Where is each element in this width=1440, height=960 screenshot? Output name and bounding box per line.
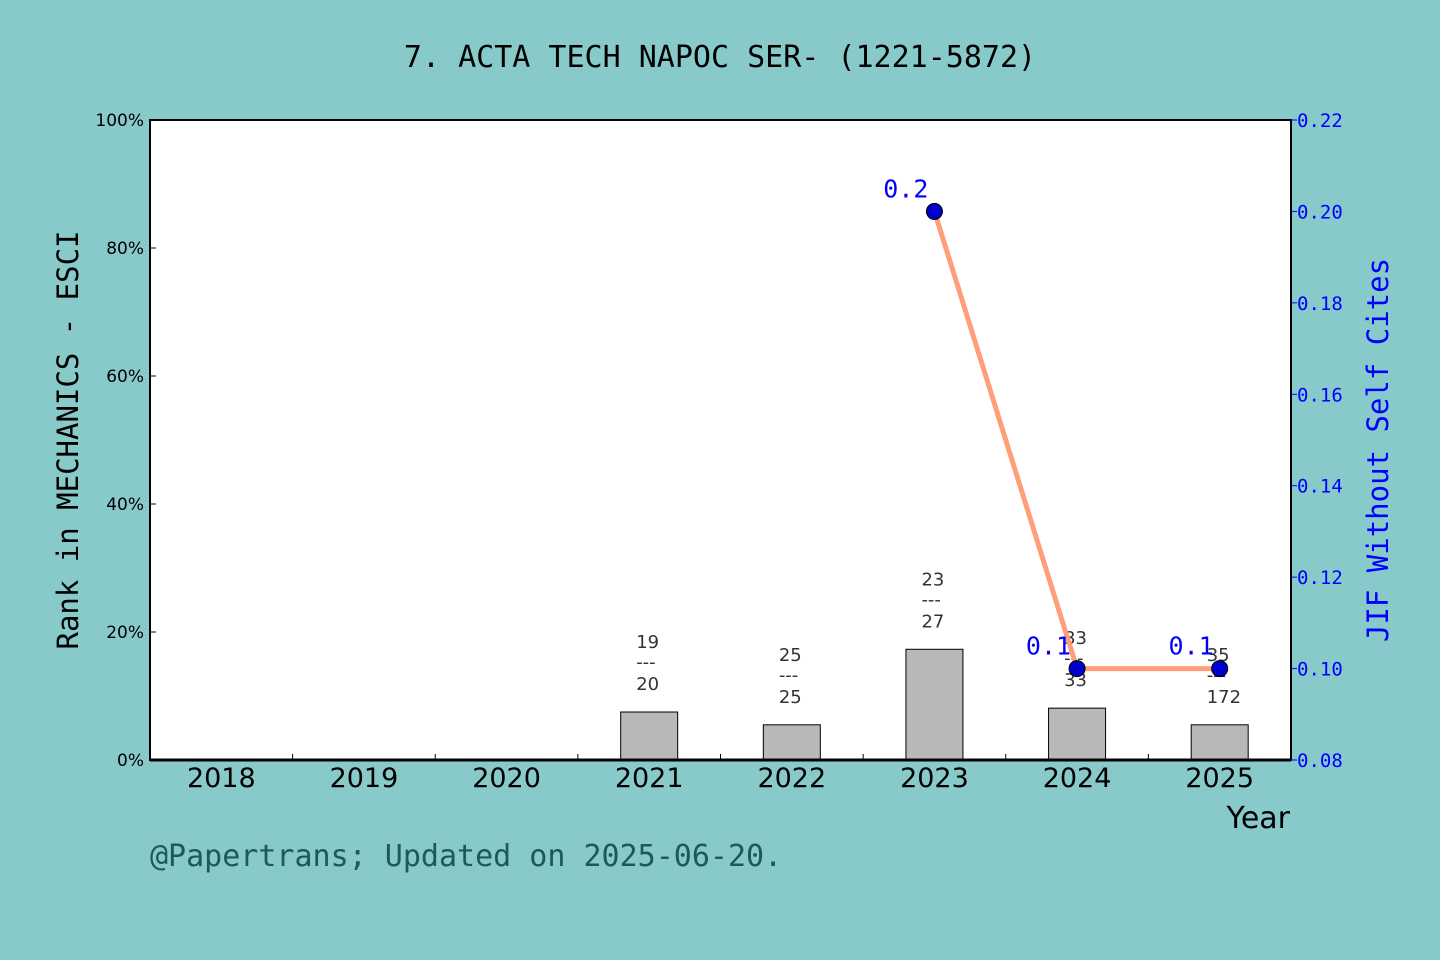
footer-credit: @Papertrans; Updated on 2025-06-20.	[150, 839, 782, 874]
bar-label-rank: 25	[779, 645, 802, 666]
bar-2023	[905, 648, 964, 761]
x-axis-label: Year	[1225, 801, 1290, 836]
x-tick-label: 2024	[1043, 763, 1112, 794]
plot-area	[149, 119, 1292, 761]
right-y-tick-label: 0.22	[1297, 110, 1343, 132]
bar-label-separator: ---	[636, 652, 656, 673]
x-tick-label: 2021	[615, 763, 684, 794]
right-y-tick-label: 0.12	[1297, 567, 1343, 589]
right-y-tick-label: 0.18	[1297, 293, 1343, 315]
left-y-tick-label: 40%	[106, 495, 144, 515]
bar-label-rank: 19	[636, 632, 659, 653]
chart-title: 7. ACTA TECH NAPOC SER- (1221-5872)	[404, 40, 1036, 75]
left-y-tick-label: 80%	[106, 239, 144, 259]
bar-label-rank: 35	[1207, 645, 1230, 666]
bar-label-total: 20	[636, 674, 659, 695]
y-axis-right-label: JIF Without Self Cites	[1361, 258, 1395, 642]
bar-label-separator: ---	[779, 665, 799, 686]
jif-point-label: 0.2	[883, 174, 928, 203]
y-axis-left-label: Rank in MECHANICS - ESCI	[51, 230, 85, 649]
x-tick-label: 2018	[187, 763, 256, 794]
jif-point-label: 0.1	[1169, 632, 1214, 661]
left-y-tick-label: 0%	[117, 751, 144, 771]
jif-point-2024	[1068, 660, 1086, 678]
bar-label-total: 172	[1207, 687, 1241, 708]
left-y-tick-label: 100%	[95, 111, 144, 131]
bar-label-total: 25	[779, 687, 802, 708]
left-y-tick-label: 60%	[106, 367, 144, 387]
bar-label-total: 27	[921, 611, 944, 632]
right-y-tick-label: 0.14	[1297, 476, 1343, 498]
bar-2022	[762, 724, 821, 761]
right-y-tick-label: 0.16	[1297, 384, 1343, 406]
jif-point-2023	[925, 202, 943, 220]
bar-label-separator: ---	[921, 589, 941, 610]
bar-2021	[620, 711, 679, 761]
x-tick-label: 2020	[472, 763, 541, 794]
x-tick-label: 2022	[757, 763, 826, 794]
bar-2025	[1190, 724, 1249, 761]
x-tick-label: 2025	[1185, 763, 1254, 794]
jif-point-2025	[1211, 660, 1229, 678]
bar-label-rank: 23	[921, 569, 944, 590]
right-y-tick-label: 0.10	[1297, 659, 1343, 681]
left-y-tick-label: 20%	[106, 623, 144, 643]
x-tick-label: 2023	[900, 763, 969, 794]
x-tick-label: 2019	[330, 763, 399, 794]
right-y-tick-label: 0.08	[1297, 750, 1343, 772]
bar-2024	[1048, 707, 1107, 761]
jif-point-label: 0.1	[1026, 632, 1071, 661]
right-y-tick-label: 0.20	[1297, 201, 1343, 223]
